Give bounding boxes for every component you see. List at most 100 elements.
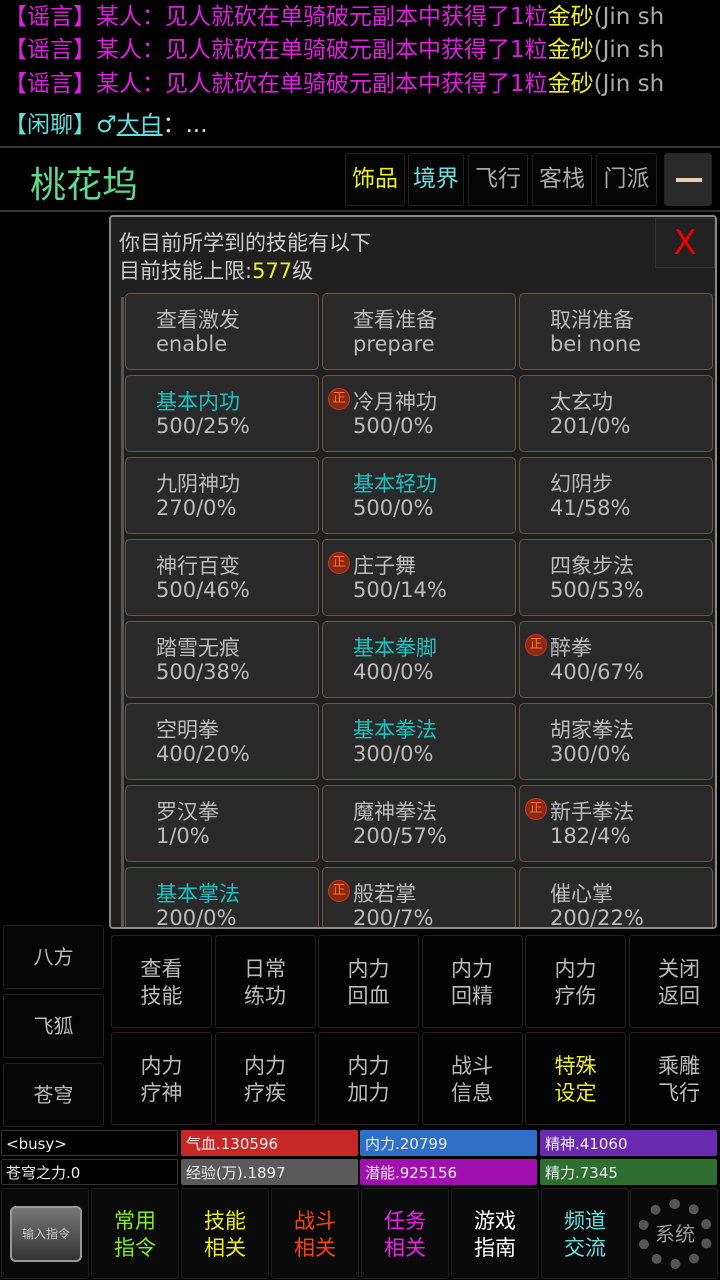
skill-action-button[interactable]: 查看激发 enable	[125, 293, 319, 370]
skill-level: 200/0%	[156, 906, 237, 929]
skills-dialog: 你目前所学到的技能有以下 目前技能上限:577级 X 查看激发 enable 查看准…	[109, 215, 717, 929]
skill-item[interactable]: 神行百变 500/46%	[125, 539, 319, 616]
item-name: 金砂	[547, 4, 594, 30]
skill-item[interactable]: 基本掌法 200/0%	[125, 867, 319, 929]
orthodox-badge-icon: 正	[525, 798, 547, 820]
skill-item[interactable]: 基本内功 500/25%	[125, 375, 319, 452]
close-button[interactable]: X	[655, 218, 715, 268]
action-name: 查看激发	[156, 308, 240, 332]
collapse-button[interactable]	[664, 153, 712, 206]
chat-channel-tag: 【谣言】	[4, 37, 96, 63]
command-label-line2: 加力	[347, 1081, 390, 1105]
command-button[interactable]: 日常 练功	[214, 935, 316, 1028]
skill-item[interactable]: 踏雪无痕 500/38%	[125, 621, 319, 698]
player-name-link[interactable]: 大白	[116, 112, 163, 138]
command-label-line1: 查看	[140, 957, 183, 981]
skill-item[interactable]: 胡家拳法 300/0%	[519, 703, 713, 780]
skill-item[interactable]: 基本轻功 500/0%	[322, 457, 516, 534]
skill-item[interactable]: 太玄功 201/0%	[519, 375, 713, 452]
command-button[interactable]: 特殊 设定	[525, 1032, 626, 1125]
command-label-line1: 日常	[244, 957, 286, 981]
command-button[interactable]: 内力 回血	[318, 935, 419, 1028]
bottom-menu-button[interactable]: 频道 交流	[541, 1188, 629, 1279]
skill-name: 庄子舞	[353, 554, 416, 578]
input-command-label: 输入指令	[10, 1206, 82, 1262]
skill-item[interactable]: 四象步法 500/53%	[519, 539, 713, 616]
skill-item[interactable]: 幻阴步 41/58%	[519, 457, 713, 534]
skill-name: 胡家拳法	[550, 718, 634, 742]
status-bar: <busy>	[1, 1130, 178, 1156]
status-bar: 潜能.925156	[360, 1159, 537, 1185]
command-button[interactable]: 关闭 返回	[628, 935, 720, 1028]
chat-message: ：...	[162, 112, 208, 138]
item-name: 金砂	[547, 71, 594, 97]
skill-action-button[interactable]: 查看准备 prepare	[322, 293, 516, 370]
skill-item[interactable]: 正庄子舞 500/14%	[322, 539, 516, 616]
skill-item[interactable]: 催心掌 200/22%	[519, 867, 713, 927]
item-code: (Jin sh	[593, 4, 665, 30]
bottom-menu-button[interactable]: 任务 相关	[361, 1188, 449, 1279]
bottom-label-line2: 相关	[294, 1236, 336, 1260]
skill-item[interactable]: 正般若掌 200/7%	[322, 867, 516, 927]
chat-message: 某人：见人就砍在单骑破元副本中获得了1粒	[96, 4, 548, 30]
skill-item[interactable]: 正醉拳 400/67%	[519, 621, 713, 698]
bottom-menu-button[interactable]: 战斗 相关	[271, 1188, 359, 1279]
chat-channel-tag: 【闲聊】	[4, 112, 96, 138]
skill-level: 200/57%	[353, 824, 447, 848]
skill-item[interactable]: 罗汉拳 1/0%	[125, 785, 319, 862]
skill-item[interactable]: 九阴神功 270/0%	[125, 457, 319, 534]
skill-item[interactable]: 基本拳法 300/0%	[322, 703, 516, 780]
action-command: prepare	[353, 332, 435, 356]
skill-item[interactable]: 空明拳 400/20%	[125, 703, 319, 780]
skill-item[interactable]: 魔神拳法 200/57%	[322, 785, 516, 862]
skill-name: 踏雪无痕	[156, 636, 240, 660]
side-button-2[interactable]: 苍穹	[3, 1063, 104, 1127]
skill-item[interactable]: 基本拳脚 400/0%	[322, 621, 516, 698]
side-button-0[interactable]: 八方	[3, 925, 104, 989]
skill-name: 太玄功	[550, 390, 613, 414]
command-label-line2: 信息	[451, 1081, 493, 1105]
command-label-line2: 设定	[554, 1081, 597, 1105]
command-button[interactable]: 查看 技能	[111, 935, 212, 1028]
skill-name: 神行百变	[156, 554, 240, 578]
command-button[interactable]: 内力 加力	[318, 1032, 419, 1125]
system-button[interactable]: 系统	[630, 1188, 718, 1279]
skill-name: 基本拳法	[353, 718, 437, 742]
orthodox-badge-icon: 正	[328, 388, 350, 410]
command-button[interactable]: 乘雕 飞行	[628, 1032, 720, 1125]
command-label-line2: 回血	[347, 984, 390, 1008]
skill-item[interactable]: 正新手拳法 182/4%	[519, 785, 713, 862]
command-button[interactable]: 内力 回精	[421, 935, 523, 1028]
bottom-label-line2: 相关	[384, 1236, 426, 1260]
command-label-line2: 飞行	[658, 1081, 700, 1105]
bottom-menu-button[interactable]: 常用 指令	[91, 1188, 179, 1279]
skill-level: 300/0%	[353, 742, 434, 766]
input-command-button[interactable]: 输入指令	[1, 1188, 89, 1279]
skill-level: 500/53%	[550, 578, 644, 602]
command-button[interactable]: 内力 疗伤	[525, 935, 626, 1028]
status-bar: 苍穹之力.0	[1, 1159, 178, 1185]
fly-button[interactable]: 飞行	[468, 153, 528, 206]
side-button-1[interactable]: 飞狐	[3, 994, 104, 1058]
command-label-line1: 内力	[244, 1054, 286, 1078]
command-button[interactable]: 内力 疗神	[111, 1032, 212, 1125]
skill-level: 500/38%	[156, 660, 250, 684]
inn-button[interactable]: 客栈	[532, 153, 592, 206]
accessories-button[interactable]: 饰品	[345, 153, 405, 206]
command-label-line2: 疗神	[140, 1081, 183, 1105]
bottom-menu-button[interactable]: 技能 相关	[181, 1188, 269, 1279]
bottom-menu-button[interactable]: 游戏 指南	[451, 1188, 539, 1279]
realm-button[interactable]: 境界	[408, 153, 464, 206]
skill-level: 1/0%	[156, 824, 210, 848]
command-label-line1: 内力	[140, 1054, 183, 1078]
scrollbar[interactable]	[121, 297, 124, 927]
command-button[interactable]: 战斗 信息	[421, 1032, 523, 1125]
bottom-label-line1: 任务	[384, 1209, 426, 1233]
chat-channel-tag: 【谣言】	[4, 71, 96, 97]
bottom-label-line2: 交流	[564, 1236, 606, 1260]
skill-item[interactable]: 正冷月神功 500/0%	[322, 375, 516, 452]
skill-action-button[interactable]: 取消准备 bei none	[519, 293, 713, 370]
command-button[interactable]: 内力 疗疾	[214, 1032, 316, 1125]
sect-button[interactable]: 门派	[596, 153, 657, 206]
bottom-label-line1: 游戏	[474, 1209, 516, 1233]
